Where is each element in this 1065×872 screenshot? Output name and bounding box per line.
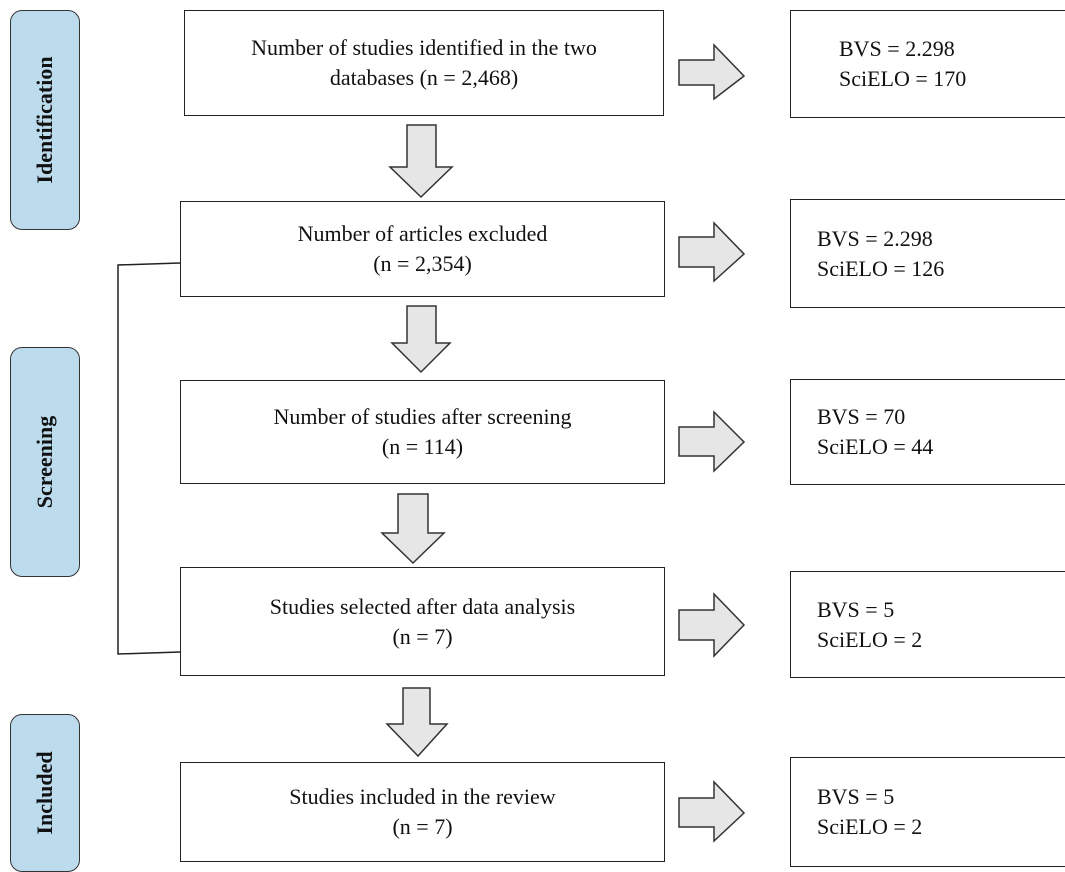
box-identified-line2: databases (n = 2,468) <box>329 65 519 90</box>
side-box-included: BVS = 5 SciELO = 2 <box>790 757 1065 867</box>
side-box-selected: BVS = 5 SciELO = 2 <box>790 571 1065 678</box>
side-box-selected-line2: SciELO = 2 <box>817 626 923 652</box>
stage-screening: Screening <box>10 347 80 577</box>
box-excluded-line1: Number of articles excluded <box>297 221 548 246</box>
right-arrow-2 <box>678 221 746 283</box>
side-box-after-screening-line1: BVS = 70 <box>817 404 906 429</box>
box-selected-line1: Studies selected after data analysis <box>269 593 576 619</box>
side-box-excluded: BVS = 2.298 SciELO = 126 <box>790 199 1065 308</box>
box-after-screening-line2: (n = 114) <box>381 434 464 459</box>
side-box-included-line2: SciELO = 2 <box>817 814 923 839</box>
side-box-excluded-line1: BVS = 2.298 <box>817 225 933 251</box>
stage-identification: Identification <box>10 10 80 230</box>
box-excluded-line2: (n = 2,354) <box>373 251 472 276</box>
side-box-after-screening-line2: SciELO = 44 <box>817 434 934 459</box>
box-selected: Studies selected after data analysis (n … <box>180 567 665 676</box>
right-arrow-5 <box>678 780 746 843</box>
box-identified: Number of studies identified in the two … <box>184 10 664 116</box>
side-box-selected-line1: BVS = 5 <box>817 596 895 622</box>
side-box-excluded-line2: SciELO = 126 <box>817 255 945 281</box>
box-after-screening-line1: Number of studies after screening <box>273 404 572 429</box>
side-box-included-line1: BVS = 5 <box>817 784 895 809</box>
box-included: Studies included in the review (n = 7) <box>180 762 665 862</box>
bracket-line <box>117 262 181 655</box>
right-arrow-3 <box>678 410 746 473</box>
side-box-identified: BVS = 2.298 SciELO = 170 <box>790 10 1065 118</box>
side-box-after-screening: BVS = 70 SciELO = 44 <box>790 379 1065 485</box>
box-included-line1: Studies included in the review <box>289 784 556 809</box>
side-box-identified-line2: SciELO = 170 <box>839 66 967 91</box>
down-arrow-4 <box>385 687 449 758</box>
down-arrow-3 <box>380 493 446 565</box>
box-after-screening: Number of studies after screening (n = 1… <box>180 380 665 484</box>
box-included-line2: (n = 7) <box>392 814 453 839</box>
box-selected-line2: (n = 7) <box>392 623 453 649</box>
box-excluded: Number of articles excluded (n = 2,354) <box>180 201 665 297</box>
right-arrow-1 <box>678 43 746 101</box>
box-identified-line1: Number of studies identified in the two <box>251 35 597 60</box>
down-arrow-2 <box>390 305 452 374</box>
down-arrow-1 <box>388 124 454 199</box>
right-arrow-4 <box>678 592 746 658</box>
side-box-identified-line1: BVS = 2.298 <box>839 36 955 61</box>
